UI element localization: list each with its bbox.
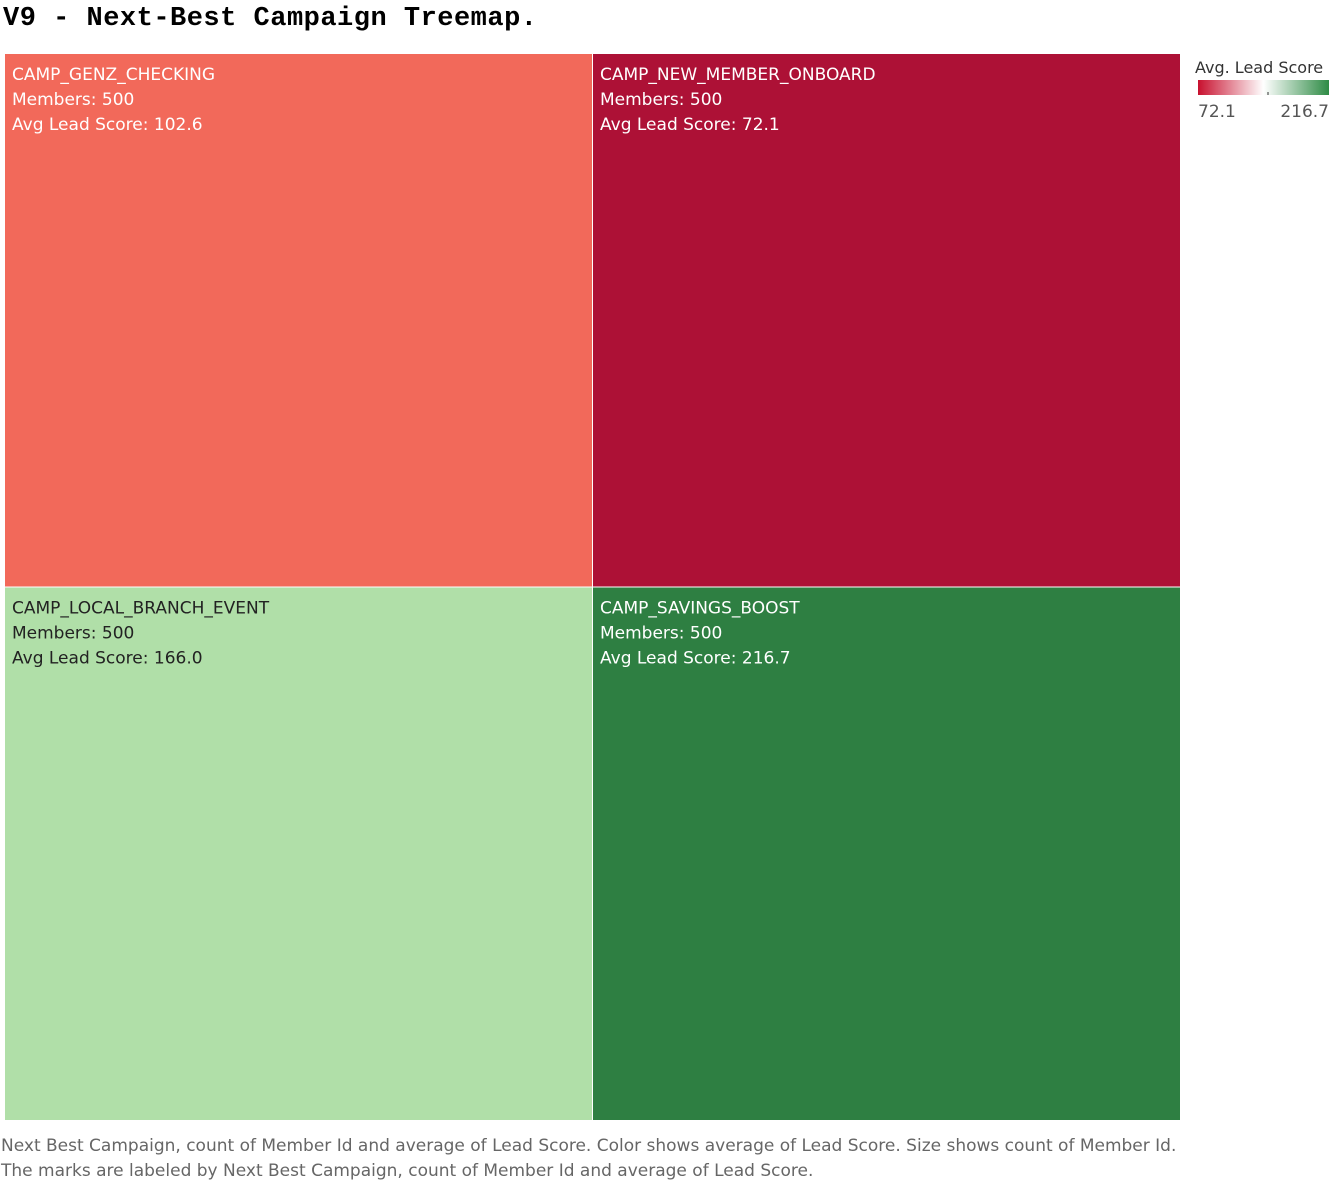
tile-members-label: Members: 500 (12, 624, 134, 644)
chart-caption: Next Best Campaign, count of Member Id a… (1, 1134, 1251, 1184)
tile-score-label: Avg Lead Score: 166.0 (12, 649, 203, 669)
color-legend: Avg. Lead Score 72.1 216.7 (1195, 58, 1329, 122)
tile-members-label: Members: 500 (600, 624, 722, 644)
tile-rect[interactable] (5, 587, 592, 1121)
treemap-tiles: CAMP_GENZ_CHECKING Members: 500 Avg Lead S… (5, 54, 1180, 1120)
caption-line-2: The marks are labeled by Next Best Campa… (1, 1161, 814, 1181)
caption-line-1: Next Best Campaign, count of Member Id a… (1, 1136, 1177, 1156)
legend-gradient-bar (1198, 80, 1329, 95)
treemap-tile-camp-savings-boost[interactable]: CAMP_SAVINGS_BOOST Members: 500 Avg Lead S… (593, 587, 1180, 1121)
legend-min-label: 72.1 (1198, 102, 1236, 122)
tile-campaign-label: CAMP_NEW_MEMBER_ONBOARD (600, 65, 876, 85)
tile-members-label: Members: 500 (600, 90, 722, 110)
tile-score-label: Avg Lead Score: 216.7 (600, 649, 791, 669)
legend-title: Avg. Lead Score (1195, 58, 1323, 77)
tile-campaign-label: CAMP_LOCAL_BRANCH_EVENT (12, 599, 270, 619)
tile-rect[interactable] (5, 54, 592, 587)
tile-rect[interactable] (593, 587, 1180, 1121)
tile-rect[interactable] (593, 54, 1180, 587)
treemap-tile-camp-new-member-onboard[interactable]: CAMP_NEW_MEMBER_ONBOARD Members: 500 Avg L… (593, 54, 1180, 587)
chart-title: V9 - Next-Best Campaign Treemap. (3, 4, 538, 34)
tile-score-label: Avg Lead Score: 102.6 (12, 115, 203, 135)
tile-members-label: Members: 500 (12, 90, 134, 110)
tile-campaign-label: CAMP_GENZ_CHECKING (12, 65, 215, 85)
treemap-tile-camp-local-branch-event[interactable]: CAMP_LOCAL_BRANCH_EVENT Members: 500 Avg L… (5, 587, 592, 1121)
tile-campaign-label: CAMP_SAVINGS_BOOST (600, 599, 800, 619)
legend-max-label: 216.7 (1280, 102, 1329, 122)
treemap-tile-camp-genz-checking[interactable]: CAMP_GENZ_CHECKING Members: 500 Avg Lead S… (5, 54, 592, 587)
tile-score-label: Avg Lead Score: 72.1 (600, 115, 780, 135)
